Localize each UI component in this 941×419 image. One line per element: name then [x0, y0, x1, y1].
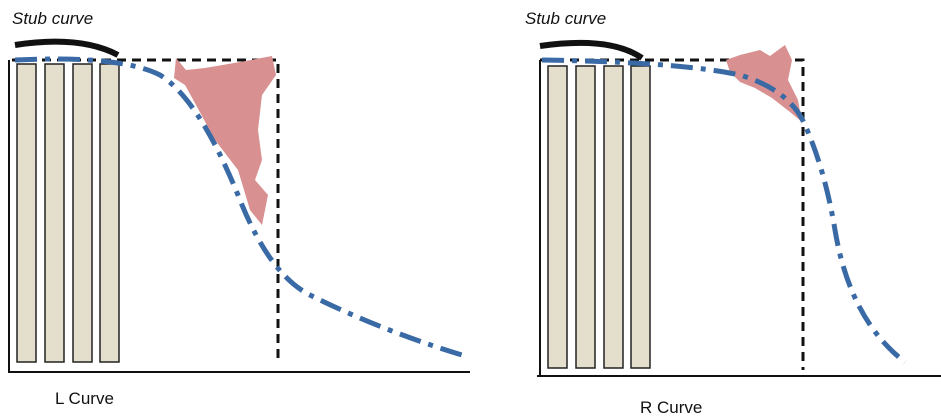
- column: [547, 65, 568, 369]
- dashed-box: [12, 58, 280, 362]
- column: [72, 63, 93, 363]
- stub-label: Stub curve: [525, 9, 606, 28]
- left-panel: Stub curve L Curve: [8, 9, 470, 408]
- stub-label: Stub curve: [12, 9, 93, 28]
- column: [575, 65, 596, 369]
- column: [99, 63, 120, 363]
- caption: R Curve: [640, 398, 702, 417]
- dashed-box: [540, 58, 805, 370]
- stub-arc: [14, 38, 120, 58]
- right-panel: Stub curve R Curve: [525, 9, 941, 417]
- blob: [174, 56, 276, 225]
- caption: L Curve: [55, 389, 114, 408]
- stub-arc: [539, 39, 644, 61]
- column: [16, 63, 37, 363]
- column: [603, 65, 624, 369]
- column: [630, 65, 651, 369]
- dash-dot-curve: [541, 57, 907, 364]
- column: [44, 63, 65, 363]
